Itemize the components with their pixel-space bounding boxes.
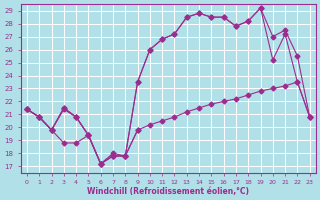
X-axis label: Windchill (Refroidissement éolien,°C): Windchill (Refroidissement éolien,°C)	[87, 187, 249, 196]
